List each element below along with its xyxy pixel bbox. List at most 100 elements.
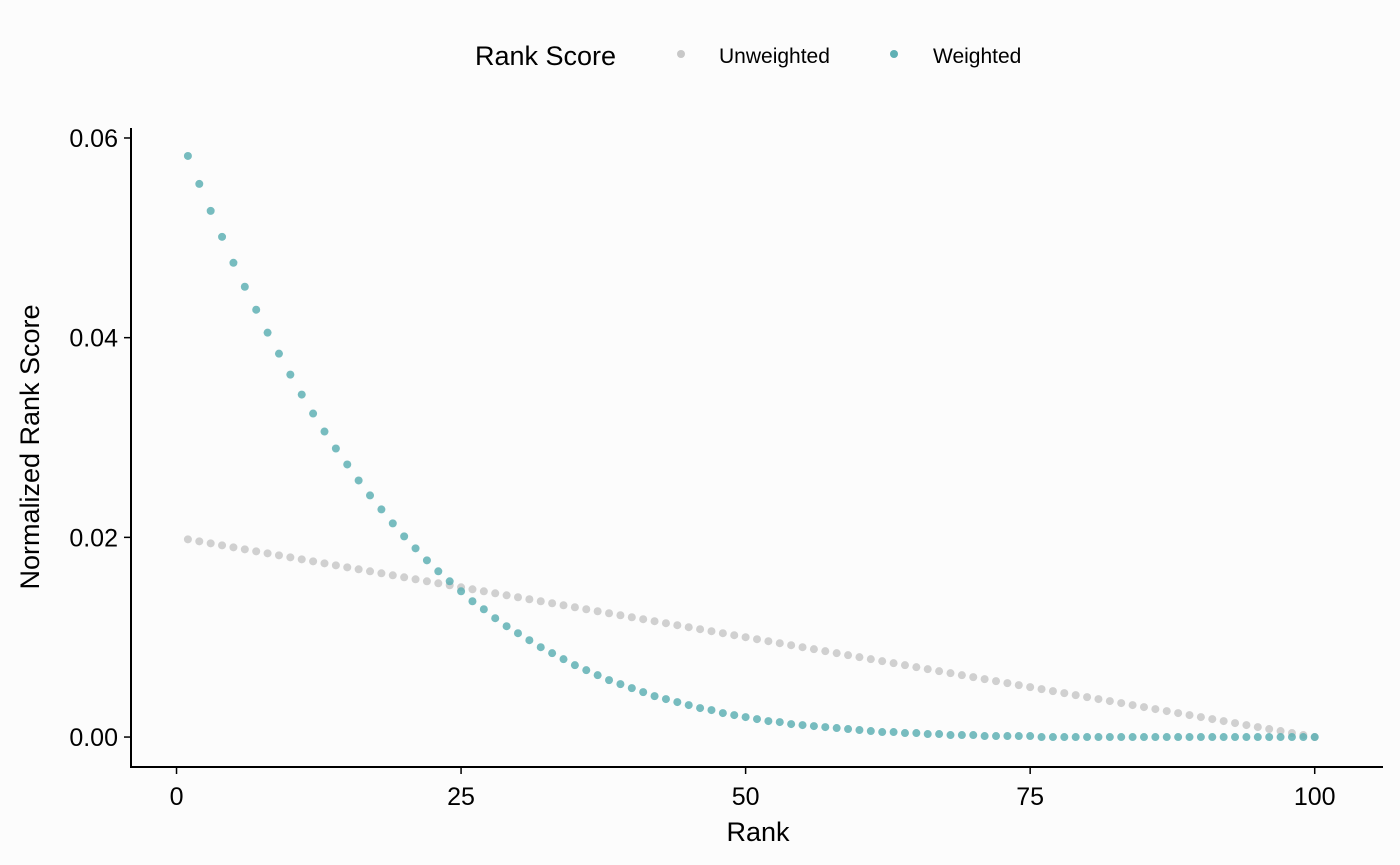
data-point-unweighted — [832, 649, 841, 658]
data-point-unweighted — [263, 549, 272, 558]
y-axis-ticks: 0.00 0.02 0.04 0.06 — [69, 125, 131, 752]
data-point-weighted — [320, 427, 329, 436]
data-point-unweighted — [582, 605, 591, 614]
data-point-unweighted — [1196, 713, 1205, 722]
data-points — [183, 151, 1319, 742]
data-point-weighted — [1071, 733, 1080, 742]
data-point-unweighted — [1185, 711, 1194, 720]
data-point-weighted — [582, 666, 591, 675]
data-point-weighted — [980, 732, 989, 741]
data-point-unweighted — [980, 675, 989, 684]
y-tick-label: 0.04 — [69, 325, 118, 353]
data-point-unweighted — [183, 535, 192, 544]
x-tick-label: 25 — [447, 783, 475, 811]
data-point-unweighted — [320, 559, 329, 568]
data-point-weighted — [1208, 733, 1217, 742]
legend: Rank Score Unweighted Weighted — [475, 41, 1021, 71]
data-point-unweighted — [411, 575, 420, 584]
data-point-weighted — [661, 695, 670, 704]
data-point-weighted — [548, 649, 557, 658]
data-point-unweighted — [240, 545, 249, 554]
data-point-weighted — [741, 713, 750, 722]
data-point-unweighted — [1026, 683, 1035, 692]
data-point-weighted — [218, 232, 227, 241]
data-point-weighted — [366, 491, 375, 500]
data-point-unweighted — [946, 669, 955, 678]
y-tick-label: 0.02 — [69, 524, 118, 552]
x-tick-label: 75 — [1016, 783, 1044, 811]
data-point-unweighted — [229, 543, 238, 552]
data-point-weighted — [1231, 733, 1240, 742]
data-point-weighted — [605, 676, 614, 685]
data-point-weighted — [229, 258, 238, 267]
data-point-weighted — [559, 655, 568, 664]
data-point-unweighted — [366, 567, 375, 576]
data-point-weighted — [957, 731, 966, 740]
data-point-unweighted — [753, 635, 761, 644]
data-point-unweighted — [195, 537, 204, 546]
data-point-weighted — [684, 701, 693, 710]
data-point-weighted — [411, 544, 420, 553]
data-point-weighted — [844, 725, 853, 734]
data-point-weighted — [1117, 733, 1126, 742]
data-point-weighted — [992, 732, 1001, 741]
data-point-weighted — [479, 605, 488, 614]
data-point-weighted — [502, 622, 511, 631]
data-point-weighted — [753, 715, 761, 724]
data-point-weighted — [1014, 732, 1023, 741]
data-point-weighted — [195, 179, 204, 188]
data-point-weighted — [1094, 733, 1103, 742]
data-point-weighted — [1128, 733, 1137, 742]
data-point-weighted — [832, 724, 841, 733]
data-point-unweighted — [1276, 727, 1285, 736]
data-point-unweighted — [593, 607, 602, 616]
data-point-weighted — [400, 532, 409, 541]
data-point-unweighted — [525, 595, 534, 604]
data-point-weighted — [570, 661, 579, 670]
data-point-unweighted — [969, 673, 978, 682]
data-point-unweighted — [377, 569, 386, 578]
data-point-weighted — [935, 730, 944, 739]
data-point-unweighted — [673, 621, 682, 630]
data-point-unweighted — [1060, 689, 1069, 698]
data-point-weighted — [206, 206, 215, 215]
data-point-weighted — [1060, 733, 1069, 742]
data-point-unweighted — [1083, 693, 1092, 702]
data-point-unweighted — [400, 573, 409, 582]
data-point-weighted — [1151, 733, 1160, 742]
data-point-unweighted — [616, 611, 625, 620]
data-point-unweighted — [1037, 685, 1046, 694]
data-point-unweighted — [900, 661, 909, 670]
data-point-weighted — [1139, 733, 1148, 742]
data-point-unweighted — [912, 663, 921, 672]
data-point-weighted — [297, 390, 306, 399]
data-point-unweighted — [274, 551, 283, 560]
data-point-unweighted — [1162, 707, 1171, 716]
data-point-weighted — [718, 709, 727, 718]
data-point-unweighted — [730, 631, 739, 640]
data-point-weighted — [491, 614, 500, 623]
data-point-unweighted — [798, 643, 807, 652]
data-point-weighted — [240, 282, 249, 291]
data-point-unweighted — [1128, 701, 1137, 710]
data-point-unweighted — [935, 667, 944, 676]
data-point-weighted — [1003, 732, 1012, 741]
data-point-weighted — [1105, 733, 1114, 742]
data-point-weighted — [434, 567, 443, 576]
data-point-unweighted — [1117, 699, 1126, 708]
data-point-unweighted — [650, 617, 659, 626]
data-point-unweighted — [422, 577, 431, 586]
series-weighted — [183, 151, 1319, 742]
legend-marker-weighted — [890, 50, 898, 58]
data-point-weighted — [627, 684, 636, 693]
data-point-weighted — [354, 476, 363, 485]
data-point-weighted — [639, 688, 648, 697]
data-point-weighted — [889, 728, 898, 737]
data-point-weighted — [377, 505, 386, 514]
data-point-unweighted — [1071, 691, 1080, 700]
data-point-unweighted — [1048, 687, 1057, 696]
data-point-weighted — [923, 730, 932, 739]
data-point-weighted — [1185, 733, 1194, 742]
data-point-unweighted — [764, 637, 773, 646]
